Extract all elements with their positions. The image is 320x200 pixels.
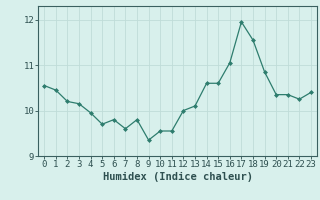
- X-axis label: Humidex (Indice chaleur): Humidex (Indice chaleur): [103, 172, 252, 182]
